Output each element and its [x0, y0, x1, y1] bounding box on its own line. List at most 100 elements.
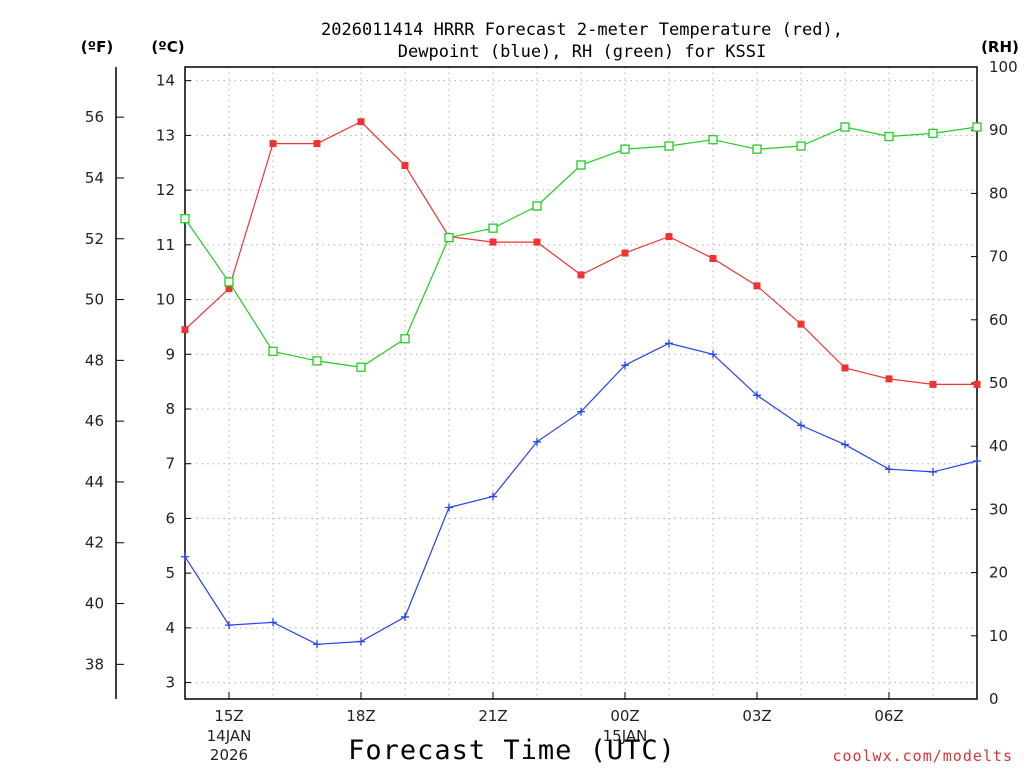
celsius-tick-label: 4	[165, 619, 175, 637]
rh-point	[884, 131, 894, 142]
x-tick-label: 00Z	[610, 707, 639, 725]
dewpoint-point	[313, 640, 321, 649]
fahrenheit-tick-label: 56	[85, 108, 104, 126]
rh-point	[928, 128, 938, 139]
dewpoint-point	[665, 339, 673, 348]
temperature-point	[885, 375, 893, 383]
rh-tick-label: 90	[989, 121, 1008, 139]
celsius-tick-label: 5	[165, 564, 175, 582]
x-tick-label: 03Z	[742, 707, 771, 725]
temperature-point	[225, 285, 233, 293]
temperature-point	[709, 255, 717, 263]
temperature-point	[797, 320, 805, 328]
fahrenheit-tick-label: 52	[85, 230, 104, 248]
temperature-point	[357, 118, 365, 126]
dewpoint-point	[885, 465, 893, 474]
rh-tick-label: 10	[989, 627, 1008, 645]
temperature-point	[841, 364, 849, 372]
dewpoint-point	[577, 407, 585, 416]
temperature-point	[269, 140, 277, 148]
rh-tick-label: 40	[989, 437, 1008, 455]
rh-tick-label: 70	[989, 248, 1008, 266]
x-tick-label: 21Z	[478, 707, 507, 725]
rh-point	[664, 141, 674, 151]
temperature-point	[929, 380, 937, 388]
temperature-point	[973, 380, 981, 388]
rh-point	[532, 201, 542, 211]
rh-unit-label: (RH)	[981, 38, 1019, 56]
x-tick-year-label: 2026	[210, 746, 248, 764]
rh-point	[488, 223, 498, 233]
fahrenheit-tick-label: 44	[85, 473, 104, 491]
dewpoint-point	[401, 612, 409, 621]
dewpoint-point	[841, 440, 849, 449]
x-axis-title: Forecast Time (UTC)	[348, 735, 676, 766]
fahrenheit-tick-label: 54	[85, 169, 104, 187]
dewpoint-point	[533, 437, 541, 446]
rh-tick-label: 80	[989, 184, 1008, 202]
temperature-point	[621, 249, 629, 257]
celsius-tick-label: 12	[156, 181, 175, 199]
celsius-tick-label: 6	[165, 509, 175, 527]
temperature-point	[181, 326, 189, 334]
rh-tick-label: 30	[989, 500, 1008, 518]
rh-point	[708, 135, 718, 145]
fahrenheit-tick-label: 42	[85, 534, 104, 552]
temperature-point	[533, 238, 541, 246]
fahrenheit-tick-label: 38	[85, 655, 104, 673]
celsius-tick-label: 11	[156, 236, 175, 254]
rh-tick-label: 0	[989, 690, 999, 708]
fahrenheit-tick-label: 50	[85, 291, 104, 309]
rh-point	[356, 362, 366, 372]
rh-tick-label: 100	[989, 58, 1018, 76]
rh-point	[576, 160, 586, 170]
fahrenheit-unit-label: (ºF)	[81, 38, 113, 56]
temperature-point	[489, 238, 497, 246]
rh-point	[180, 214, 190, 224]
temperature-point	[665, 233, 673, 241]
fahrenheit-tick-label: 40	[85, 595, 104, 613]
celsius-tick-label: 13	[156, 126, 175, 144]
temperature-point	[401, 161, 409, 169]
x-tick-label: 18Z	[346, 707, 375, 725]
rh-tick-label: 60	[989, 311, 1008, 329]
dewpoint-point	[225, 621, 233, 630]
celsius-tick-label: 8	[165, 400, 175, 418]
tick-layer: 3456789101112131438404244464850525456010…	[85, 58, 1018, 764]
rh-point	[268, 346, 278, 357]
temperature-point	[753, 282, 761, 290]
rh-point	[224, 277, 234, 287]
dewpoint-point	[753, 391, 761, 400]
rh-point	[840, 122, 850, 132]
x-tick-date-label: 15JAN	[603, 727, 648, 745]
rh-tick-label: 20	[989, 564, 1008, 582]
rh-point	[312, 356, 322, 366]
rh-point	[444, 232, 454, 243]
dewpoint-point	[357, 637, 365, 646]
rh-point	[972, 122, 982, 132]
celsius-tick-label: 7	[165, 455, 175, 473]
dewpoint-point	[445, 503, 453, 512]
rh-point	[400, 334, 410, 344]
credit-text: coolwx.com/modelts	[832, 747, 1013, 765]
temperature-point	[577, 271, 585, 279]
dewpoint-point	[269, 618, 277, 627]
dewpoint-point	[181, 552, 189, 561]
dewpoint-point	[929, 467, 937, 476]
fahrenheit-tick-label: 46	[85, 412, 104, 430]
chart-title-line1: 2026011414 HRRR Forecast 2-meter Tempera…	[321, 20, 843, 40]
x-tick-label: 15Z	[214, 707, 243, 725]
temperature-point	[313, 140, 321, 148]
x-tick-label: 06Z	[874, 707, 903, 725]
dewpoint-point	[973, 456, 981, 465]
series-layer	[180, 118, 982, 649]
dewpoint-point	[709, 350, 717, 359]
dewpoint-point	[489, 492, 497, 501]
rh-point	[796, 141, 806, 151]
chart-title-line2: Dewpoint (blue), RH (green) for KSSI	[398, 42, 766, 62]
rh-point	[752, 144, 762, 154]
rh-point	[620, 144, 630, 154]
dewpoint-point	[621, 361, 629, 370]
